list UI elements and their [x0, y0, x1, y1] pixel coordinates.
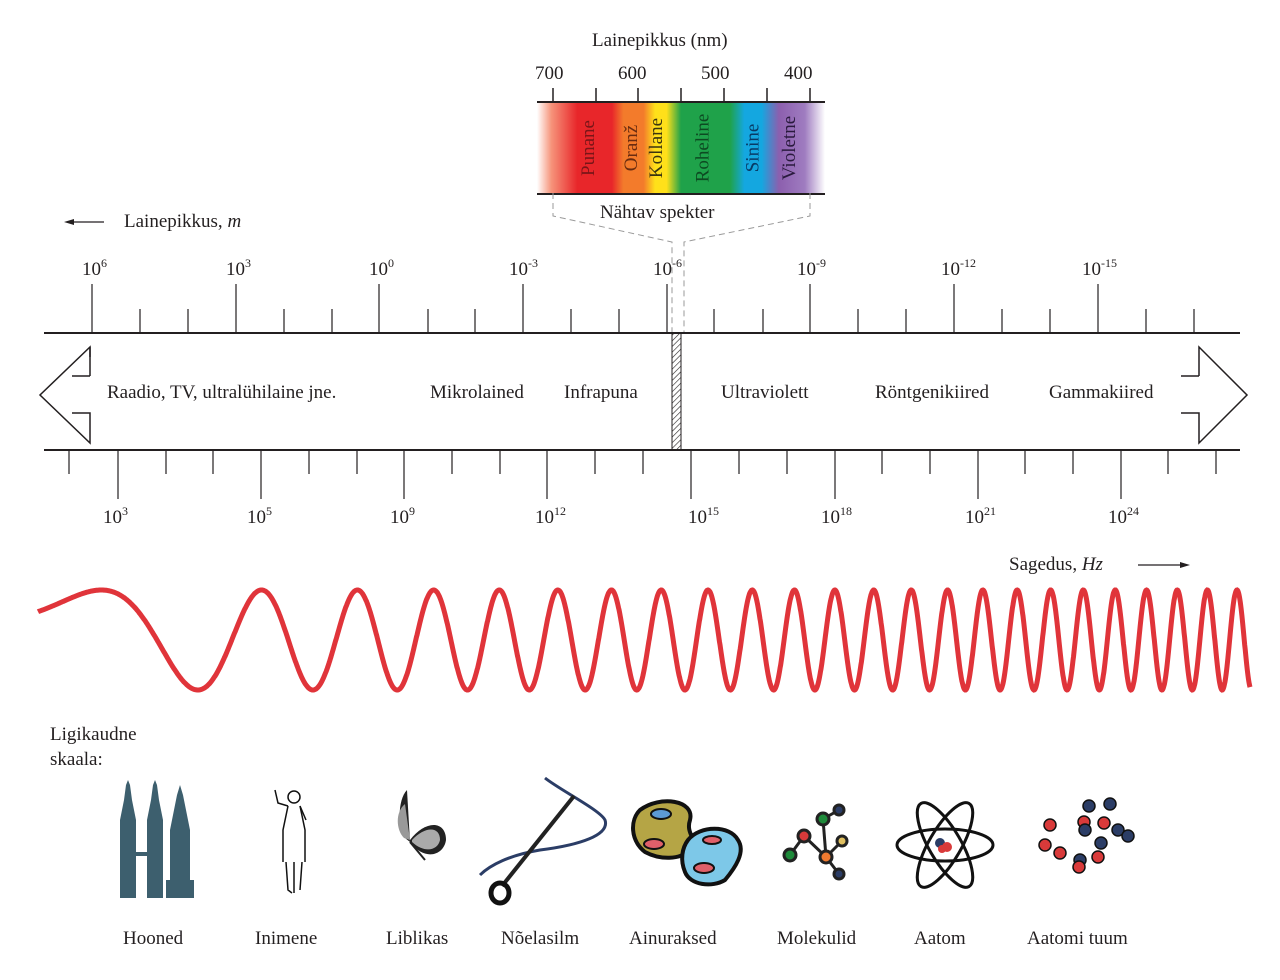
scale-label-buildings: Hooned: [123, 928, 184, 949]
single-cell-icon: [631, 799, 743, 887]
wl-tick-label: 103: [226, 256, 251, 280]
nm-tick-600: 600: [618, 63, 647, 84]
scale-label-needle-eye: Nõelasilm: [501, 928, 580, 949]
wl-tick-label: 10-12: [941, 256, 976, 280]
scale-label-nucleus: Aatomi tuum: [1027, 928, 1128, 949]
scale-title-line1: Ligikaudne: [50, 724, 137, 745]
atom-icon: [895, 801, 995, 889]
freq-tick-label: 1018: [821, 504, 852, 528]
freq-tick-label: 103: [103, 504, 128, 528]
visible-spectrum-label: Nähtav spekter: [600, 202, 715, 223]
buildings-icon: [120, 780, 194, 898]
freq-tick-label: 105: [247, 504, 272, 528]
scale-label-single-cell: Ainuraksed: [629, 928, 717, 949]
wl-tick-label: 10-9: [797, 256, 826, 280]
freq-tick-label: 1024: [1108, 504, 1139, 528]
band-xray: Röntgenikiired: [875, 382, 989, 403]
wl-tick-label: 106: [82, 256, 107, 280]
freq-tick-label: 1021: [965, 504, 996, 528]
visible-spectrum-title: Lainepikkus (nm): [592, 30, 728, 51]
scale-label-atom: Aatom: [914, 928, 966, 949]
molecule-icon: [782, 803, 849, 881]
wl-tick-label: 10-3: [509, 256, 538, 280]
wavelength-axis-label: Lainepikkus, m: [124, 211, 242, 232]
nucleus-icon: [1038, 797, 1135, 874]
scale-label-human: Inimene: [255, 928, 318, 949]
wl-tick-label: 10-6: [653, 256, 682, 280]
band-gamma: Gammakiired: [1049, 382, 1154, 403]
freq-tick-label: 109: [390, 504, 415, 528]
nm-tick-400: 400: [784, 63, 813, 84]
band-ultraviolet: Ultraviolett: [721, 382, 809, 403]
nm-tick-500: 500: [701, 63, 730, 84]
band-infrared: Infrapuna: [564, 382, 638, 403]
wl-tick-label: 100: [369, 256, 394, 280]
scale-label-molecules: Molekulid: [777, 928, 857, 949]
wave-curve: [36, 587, 1253, 693]
freq-tick-label: 1015: [688, 504, 719, 528]
freq-tick-label: 1012: [535, 504, 566, 528]
scale-title-line2: skaala:: [50, 749, 103, 770]
band-radio: Raadio, TV, ultralühilaine jne.: [107, 382, 337, 403]
wl-tick-label: 10-15: [1082, 256, 1117, 280]
left-arrow-icon: [38, 345, 91, 445]
human-icon: [274, 789, 307, 894]
butterfly-icon: [397, 790, 446, 861]
needle-eye-icon: [478, 776, 607, 906]
nm-tick-700: 700: [535, 63, 564, 84]
scale-label-butterfly: Liblikas: [386, 928, 449, 949]
frequency-axis-label: Sagedus, Hz: [1009, 554, 1103, 575]
visible-spectrum-bar: [537, 101, 825, 195]
band-microwave: Mikrolained: [430, 382, 524, 403]
